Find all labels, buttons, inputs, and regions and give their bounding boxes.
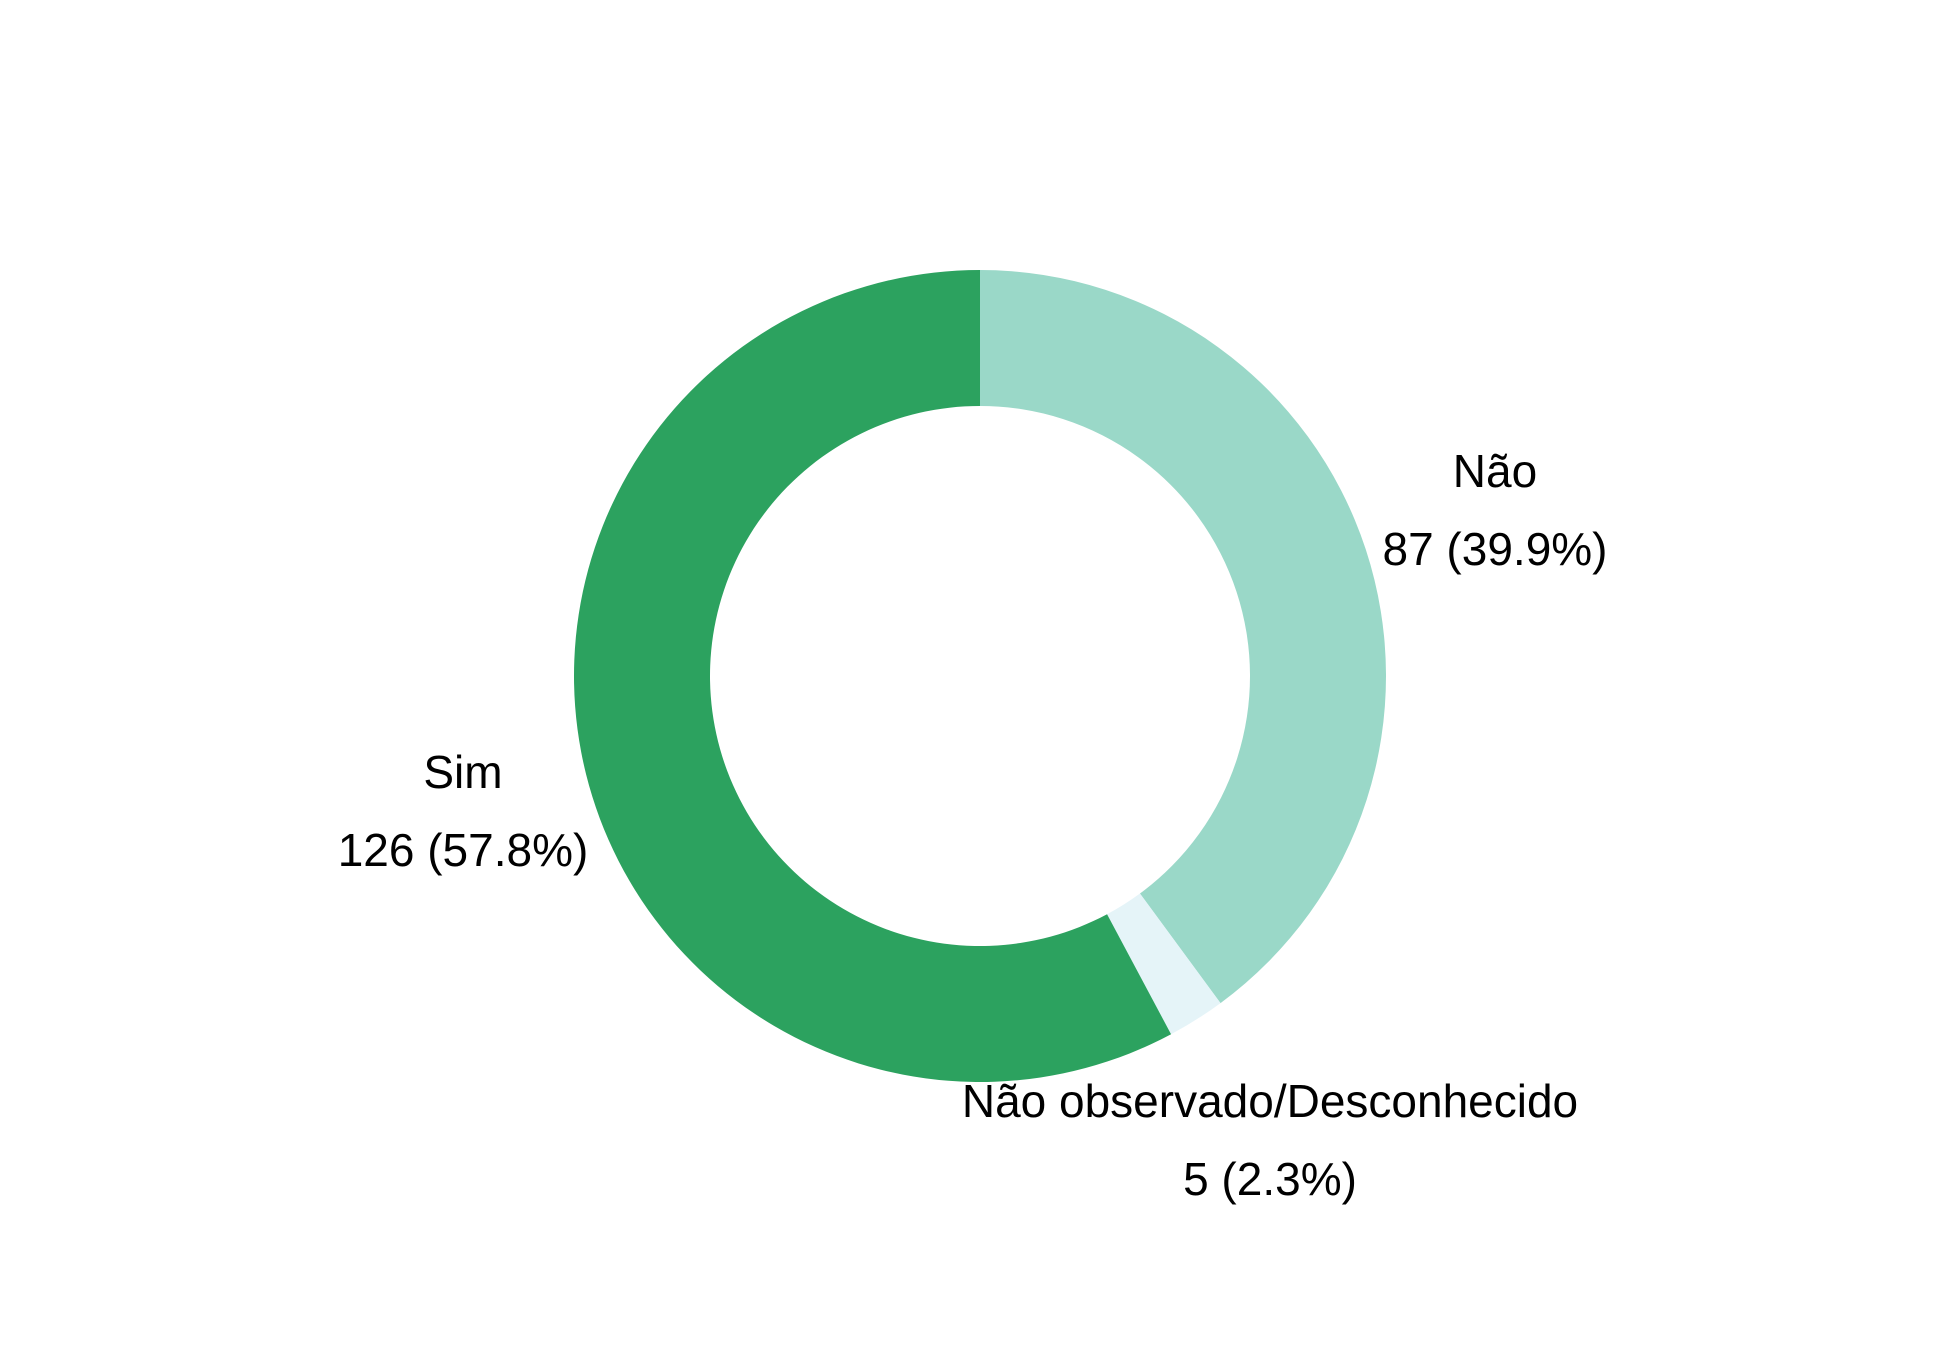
donut-slice — [980, 270, 1386, 1003]
donut-slices — [574, 270, 1386, 1082]
slice-label-name: Não observado/Desconhecido — [962, 1075, 1578, 1127]
donut-labels: Não 87 (39.9%) Não observado/Desconhecido 5… — [338, 445, 1608, 1205]
slice-label-name: Sim — [423, 746, 502, 798]
slice-label-value: 126 (57.8%) — [338, 824, 589, 876]
slice-label-value: 5 (2.3%) — [1183, 1153, 1357, 1205]
slice-label-name: Não — [1453, 445, 1537, 497]
slice-label-value: 87 (39.9%) — [1382, 523, 1607, 575]
